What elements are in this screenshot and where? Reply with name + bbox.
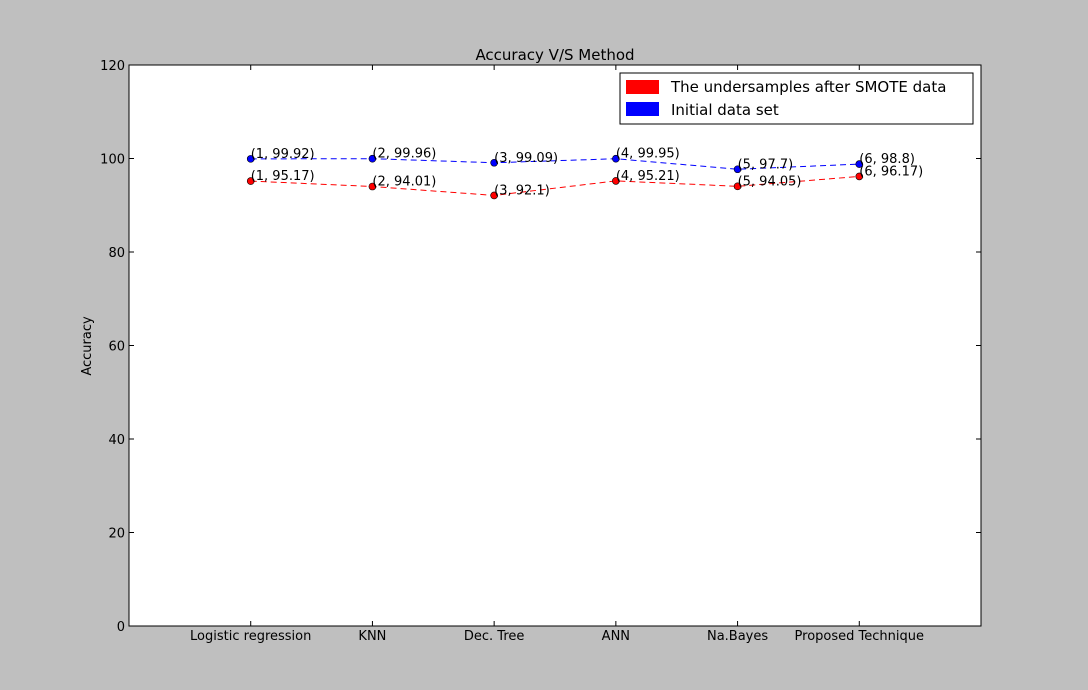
series-0: (1, 95.17) (2, 94.01) (3, 92.1) (4, 95.21) (… xyxy=(246,164,923,200)
data-label: (6, 98.8) xyxy=(859,152,915,167)
data-label: (5, 94.05) xyxy=(738,174,802,189)
data-label: (3, 99.09) xyxy=(494,151,558,166)
data-point xyxy=(733,165,742,174)
data-point xyxy=(368,154,377,163)
x-tick-label: KNN xyxy=(358,629,386,644)
y-tick-label: 100 xyxy=(100,153,125,168)
data-point xyxy=(612,154,620,163)
chart-title: Accuracy V/S Method xyxy=(475,46,634,64)
data-point xyxy=(246,155,255,163)
legend-box xyxy=(619,72,974,125)
data-label: (3, 92.1) xyxy=(494,183,550,198)
x-tick-label: Na.Bayes xyxy=(707,629,768,644)
y-tick-label: 40 xyxy=(108,433,125,448)
series-1: (1, 99.92) (2, 99.96) (3, 99.09) (4, 99.95)… xyxy=(246,147,915,174)
data-point xyxy=(733,182,742,191)
x-tick-label: Dec. Tree xyxy=(464,629,525,644)
legend: The undersamples after SMOTE data Initia… xyxy=(619,72,974,125)
y-tick-label: 120 xyxy=(100,59,125,74)
data-label: (5, 97.7) xyxy=(738,157,794,172)
y-tick-label: 60 xyxy=(108,340,125,355)
x-tick-label: Proposed Technique xyxy=(795,629,924,644)
x-tick-label: Logistic regression xyxy=(190,629,311,644)
axis-ticks: 0 20 40 60 80 100 120 Logistic regression KNN Dec… xyxy=(100,59,981,644)
data-point xyxy=(490,158,498,167)
data-point xyxy=(612,177,620,185)
data-label: (1, 99.92) xyxy=(251,147,315,162)
legend-label-initial: Initial data set xyxy=(671,101,779,119)
legend-label-smote: The undersamples after SMOTE data xyxy=(670,78,946,96)
y-tick-label: 20 xyxy=(108,527,125,542)
legend-swatch-smote xyxy=(626,80,659,94)
data-point xyxy=(368,182,377,191)
y-axis-title: Accuracy xyxy=(80,316,95,376)
data-label: (4, 99.95) xyxy=(616,147,680,162)
data-point xyxy=(855,172,864,181)
x-tick-label: ANN xyxy=(602,629,630,644)
y-tick-label: 0 xyxy=(117,620,125,635)
data-point xyxy=(855,160,864,168)
data-label: (2, 99.96) xyxy=(372,147,436,162)
series-layer: (1, 95.17) (2, 94.01)(3, 92.1)(4, 95.21)(… xyxy=(246,147,923,200)
data-point xyxy=(246,177,255,185)
data-label: (2, 94.01) xyxy=(372,175,436,190)
series-line xyxy=(250,175,860,196)
data-label: (6, 96.17) xyxy=(859,164,923,179)
data-point xyxy=(490,191,498,200)
data-label: (1, 95.17) xyxy=(251,169,315,184)
legend-swatch-initial xyxy=(626,102,659,116)
series-line xyxy=(250,158,860,170)
data-label: (4, 95.21) xyxy=(616,169,680,184)
y-tick-label: 80 xyxy=(108,246,125,261)
